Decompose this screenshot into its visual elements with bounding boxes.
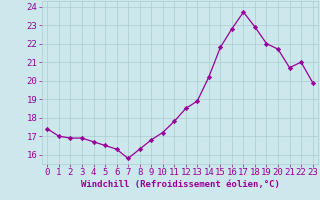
- X-axis label: Windchill (Refroidissement éolien,°C): Windchill (Refroidissement éolien,°C): [81, 180, 279, 189]
